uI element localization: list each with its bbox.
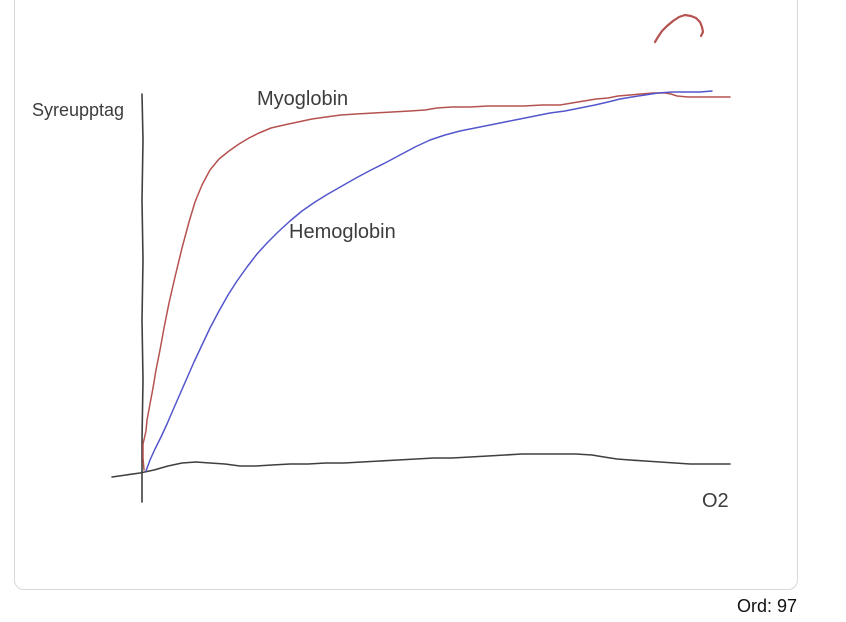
hemoglobin-curve-label: Hemoglobin [289, 221, 396, 243]
drawing-canvas[interactable] [14, 0, 798, 590]
x-axis-label: O2 [702, 490, 729, 512]
y-axis-label: Syreupptag [32, 100, 125, 120]
myoglobin-curve-label: Myoglobin [257, 88, 349, 110]
word-count-text: Ord: 97 [737, 596, 798, 616]
